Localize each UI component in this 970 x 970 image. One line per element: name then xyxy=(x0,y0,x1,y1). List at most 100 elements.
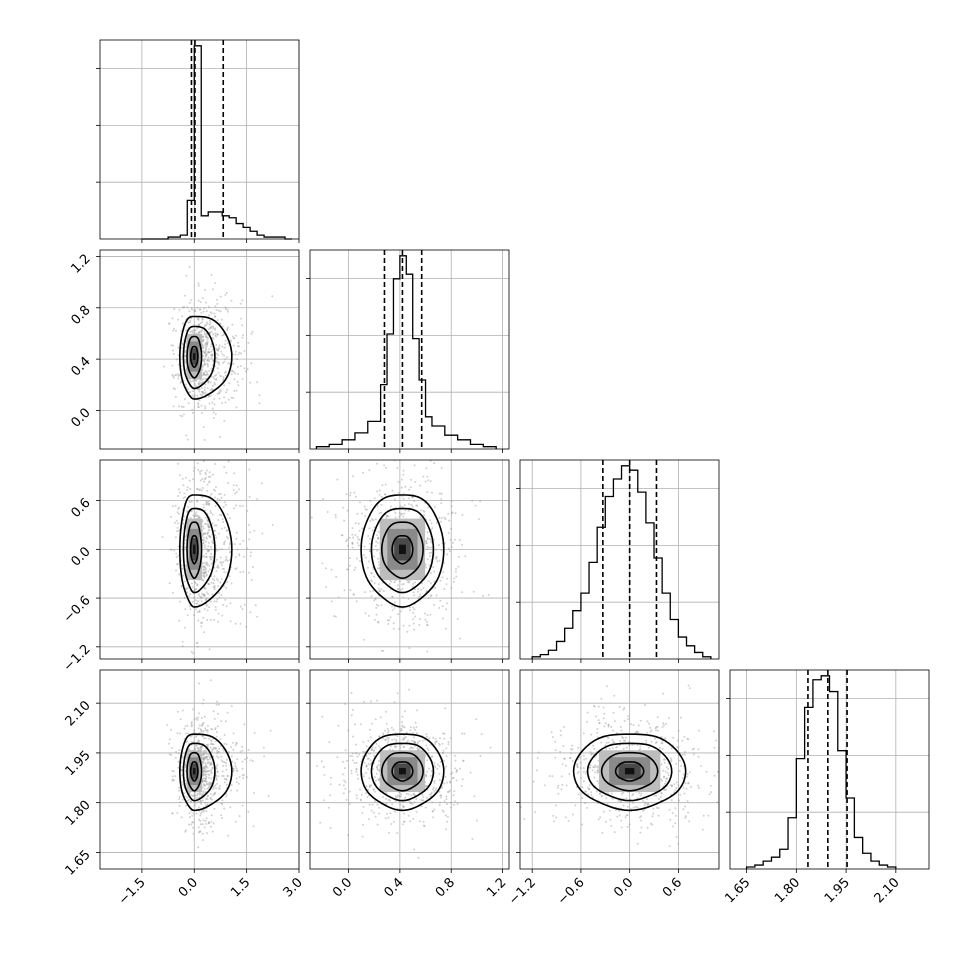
sample-point xyxy=(458,637,461,640)
sample-point xyxy=(250,579,253,582)
sample-point xyxy=(201,390,204,393)
sample-point xyxy=(199,799,202,802)
sample-point xyxy=(220,755,223,758)
sample-point xyxy=(200,597,203,600)
sample-point xyxy=(262,746,265,749)
sample-point xyxy=(190,650,193,653)
sample-point xyxy=(433,780,436,782)
sample-point xyxy=(205,552,207,555)
sample-point xyxy=(357,777,360,780)
sample-point xyxy=(471,499,474,502)
sample-point xyxy=(220,496,223,499)
sample-point xyxy=(361,512,363,515)
sample-point xyxy=(662,769,665,772)
sample-point xyxy=(223,396,226,399)
sample-point xyxy=(195,588,198,590)
sample-point xyxy=(197,747,200,750)
scatter-panel-3-2 xyxy=(516,669,720,873)
sample-point xyxy=(207,743,210,746)
sample-point xyxy=(193,729,196,732)
sample-point xyxy=(226,559,229,562)
sample-point xyxy=(346,509,349,512)
sample-point xyxy=(419,450,421,452)
sample-point xyxy=(329,783,332,786)
contour-level xyxy=(614,761,645,782)
sample-point xyxy=(204,571,207,574)
sample-point xyxy=(381,484,384,487)
sample-point xyxy=(254,604,257,607)
sample-point xyxy=(577,746,580,749)
sample-point xyxy=(356,797,359,800)
sample-point xyxy=(196,462,199,465)
sample-point xyxy=(439,520,442,523)
sample-point xyxy=(422,820,425,823)
sample-point xyxy=(221,661,223,663)
sample-point xyxy=(205,780,208,783)
sample-point xyxy=(650,740,653,743)
sample-point xyxy=(234,622,237,625)
sample-point xyxy=(683,735,686,738)
sample-point xyxy=(319,821,322,824)
sample-point xyxy=(204,762,206,764)
sample-point xyxy=(212,333,215,336)
sample-point xyxy=(440,467,443,470)
sample-point xyxy=(234,765,237,767)
sample-point xyxy=(434,737,437,740)
sample-point xyxy=(451,511,454,514)
sample-point xyxy=(214,489,217,492)
sample-point xyxy=(411,454,413,456)
sample-point xyxy=(204,344,207,347)
sample-point xyxy=(649,726,652,729)
sample-point xyxy=(536,757,539,759)
sample-point xyxy=(596,771,599,774)
sample-point xyxy=(224,503,227,506)
sample-point xyxy=(174,504,177,507)
sample-point xyxy=(375,779,377,782)
sample-point xyxy=(204,374,207,377)
sample-point xyxy=(386,727,389,730)
sample-point xyxy=(431,527,434,530)
sample-point xyxy=(346,538,349,541)
sample-point xyxy=(171,747,173,749)
sample-point xyxy=(195,511,198,514)
sample-point xyxy=(440,516,443,519)
sample-point xyxy=(659,796,662,798)
sample-point xyxy=(627,715,629,718)
sample-point xyxy=(200,235,202,237)
sample-point xyxy=(682,787,685,789)
sample-point xyxy=(351,533,354,536)
sample-point xyxy=(195,735,198,738)
sample-point xyxy=(226,513,229,516)
sample-point xyxy=(202,378,205,381)
sample-point xyxy=(418,740,421,743)
sample-point xyxy=(378,493,381,496)
sample-point xyxy=(391,605,393,608)
sample-point xyxy=(168,322,170,325)
sample-point xyxy=(202,777,204,780)
sample-point xyxy=(199,830,202,833)
sample-point xyxy=(599,816,602,819)
sample-point xyxy=(197,469,200,471)
sample-point xyxy=(175,563,178,566)
sample-point xyxy=(681,777,684,779)
sample-point xyxy=(232,489,235,491)
sample-point xyxy=(177,522,180,525)
sample-point xyxy=(356,773,359,776)
x-tick-label: −0.6 xyxy=(555,875,588,908)
sample-point xyxy=(387,730,390,732)
sample-point xyxy=(191,585,194,588)
sample-point xyxy=(239,365,242,367)
sample-point xyxy=(365,764,368,767)
sample-point xyxy=(216,497,219,500)
sample-point xyxy=(210,820,213,823)
sample-point xyxy=(447,512,450,515)
sample-point xyxy=(591,796,594,799)
sample-point xyxy=(596,765,599,768)
sample-point xyxy=(586,806,588,809)
sample-point xyxy=(194,748,197,751)
sample-point xyxy=(184,725,187,728)
sample-point xyxy=(350,769,353,772)
sample-point xyxy=(585,790,588,793)
sample-point xyxy=(569,757,572,760)
sample-point xyxy=(212,582,215,585)
